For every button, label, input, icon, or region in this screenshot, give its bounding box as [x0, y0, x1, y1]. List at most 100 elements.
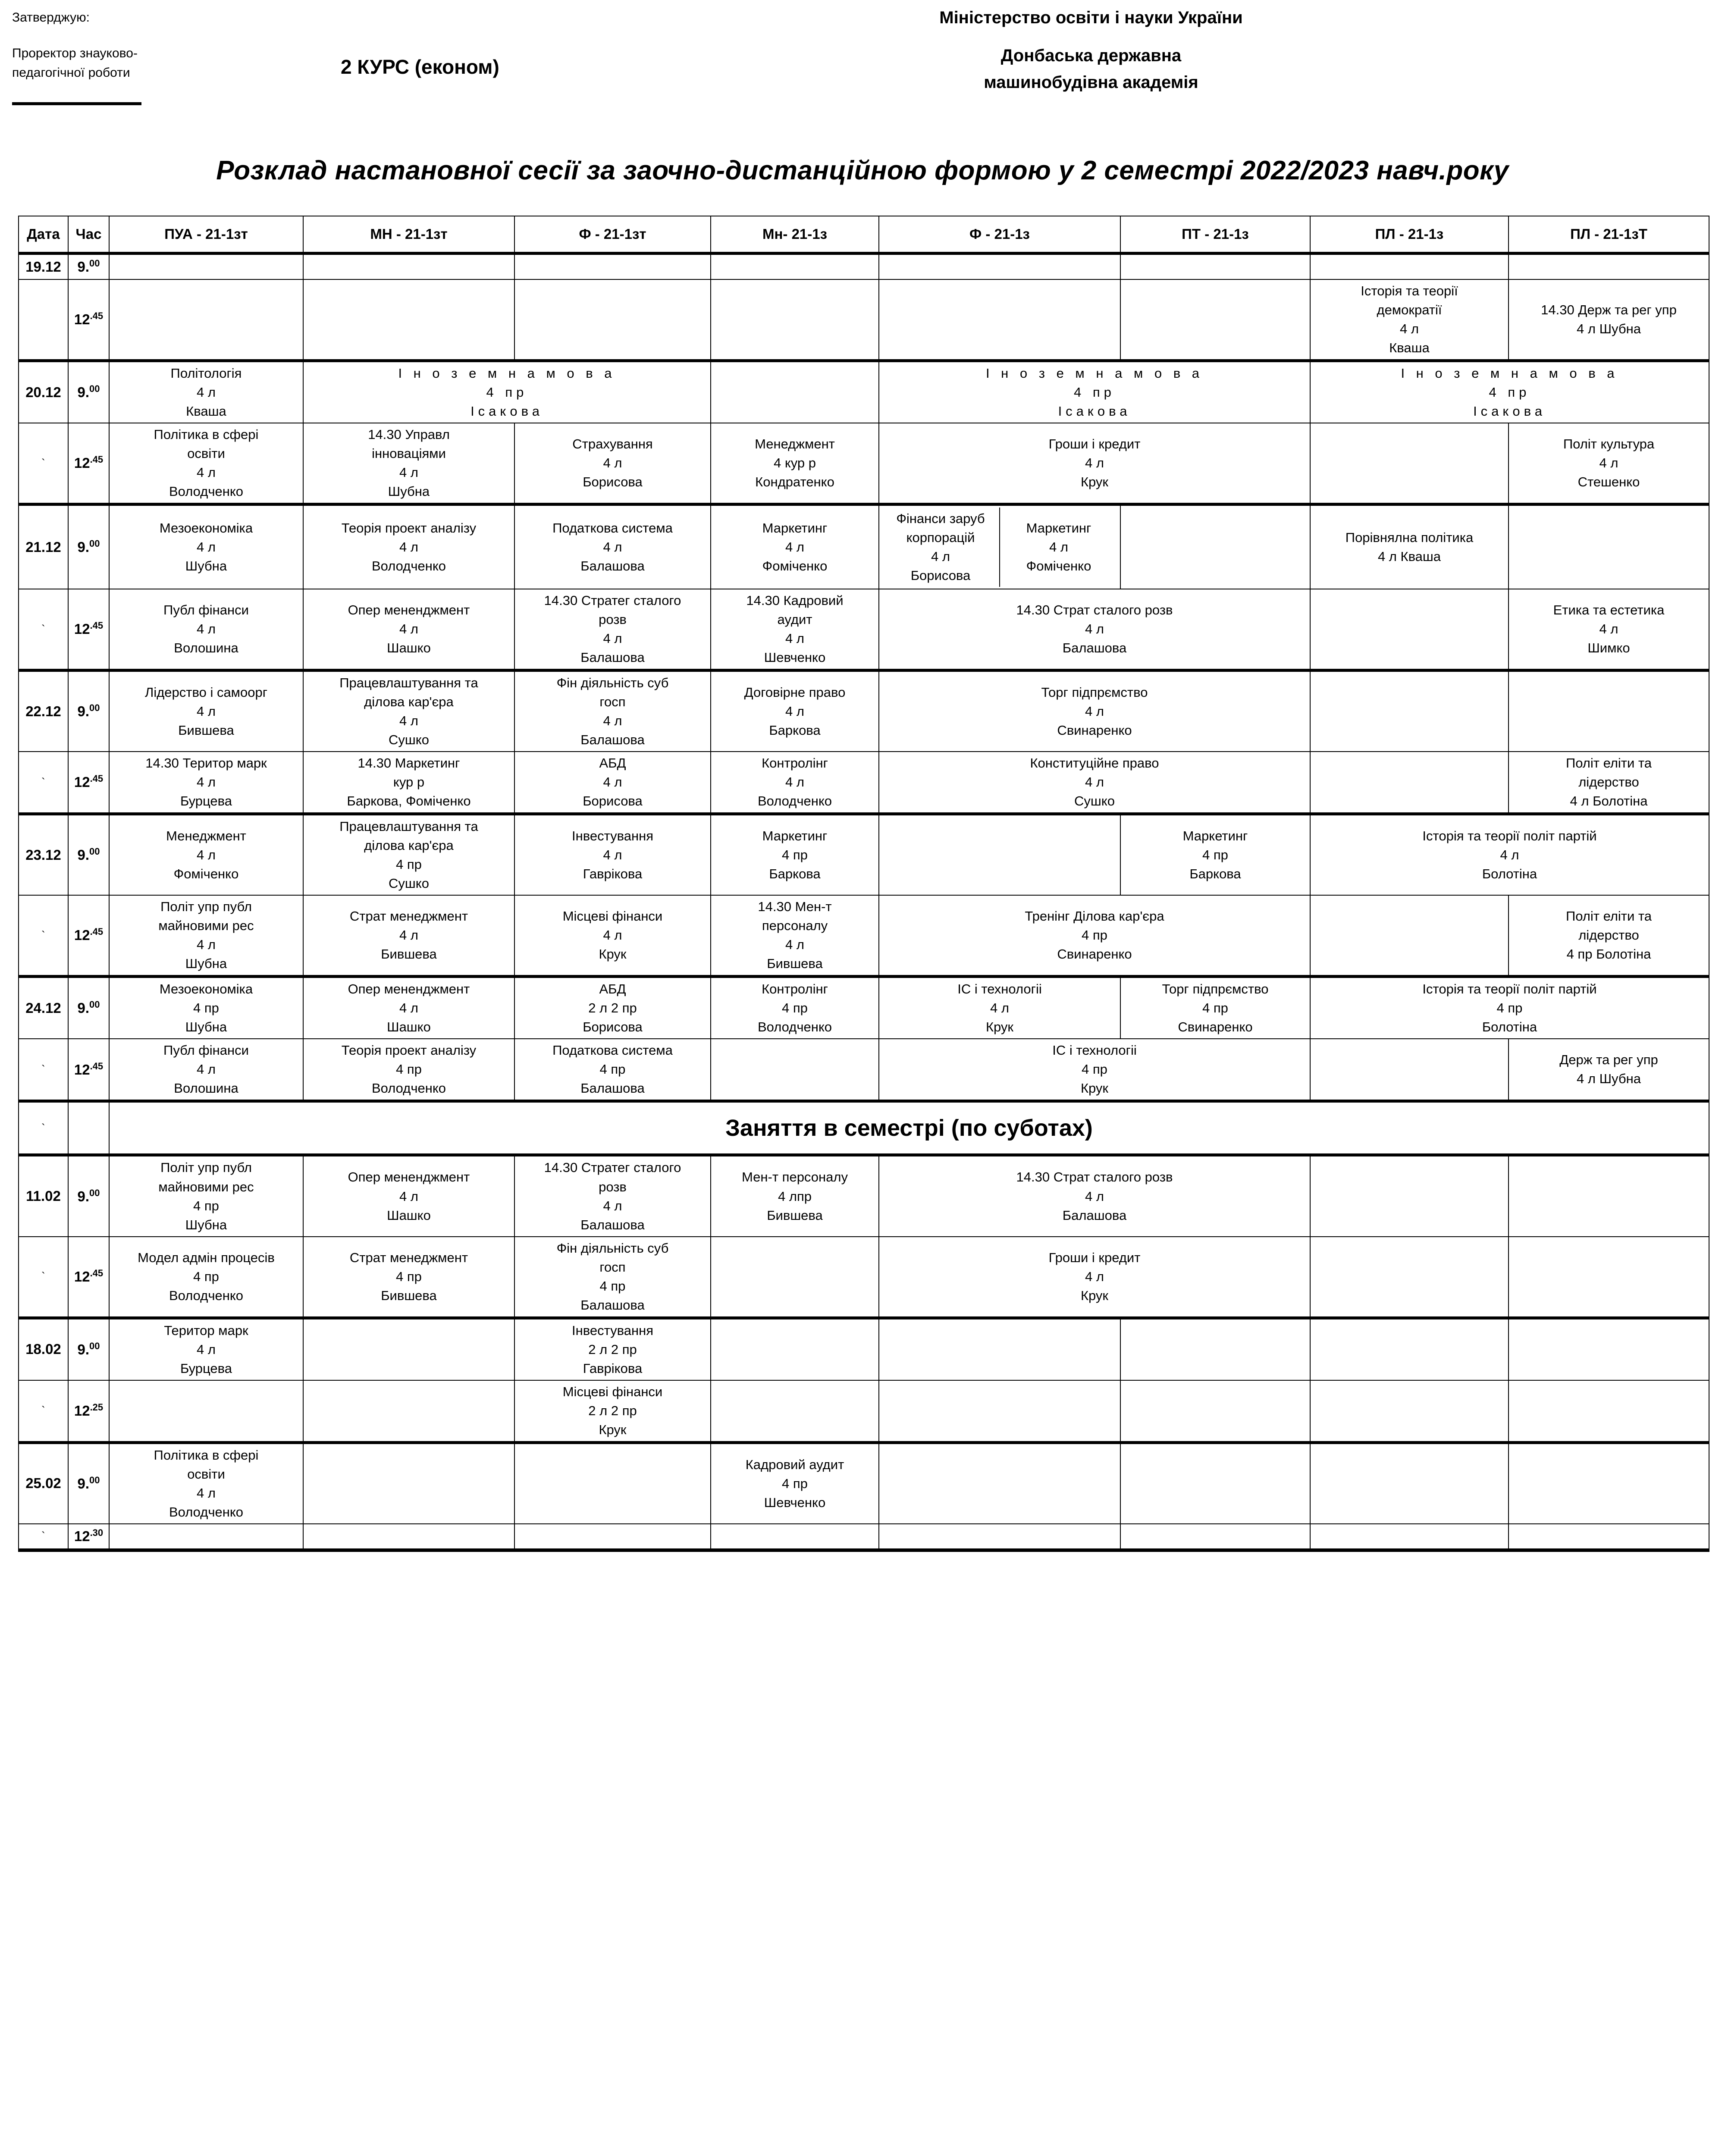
- subject-cell: Контролінг 4 пр Володченко: [710, 975, 879, 1040]
- ministry-name: Міністерство освіти і науки України: [939, 8, 1243, 27]
- date-cell: `: [18, 1379, 69, 1443]
- approval-label: Затверджую:: [12, 10, 90, 25]
- cell-line: Балашова: [580, 1297, 645, 1313]
- cell-line: 4 л Шубна: [1577, 1071, 1641, 1087]
- cell-line: Податкова система: [552, 1043, 673, 1058]
- cell-line: Кваша: [1389, 340, 1430, 355]
- cell-line: 4 л: [603, 774, 622, 790]
- cell-line: 4 пр Болотіна: [1566, 946, 1651, 962]
- table-row: ` 12.45 Публ фінанси 4 л Волошина Опер мененд…: [18, 589, 1709, 671]
- cell-line: 14.30 Територ марк: [145, 755, 267, 771]
- subject-cell: [1120, 1316, 1311, 1381]
- cell-line: Володченко: [372, 558, 446, 574]
- cell-line: Маркетинг: [762, 828, 828, 844]
- subject-cell: Страт менеджмент 4 л Бившева: [303, 895, 515, 977]
- cell-line: Політ упр публ: [160, 899, 252, 915]
- subject-cell: Гроши і кредит 4 л Крук: [878, 422, 1311, 505]
- date-cell: 18.02: [18, 1316, 69, 1381]
- subject-cell: [1310, 589, 1509, 671]
- column-header-4: Ф - 21-1зт: [514, 216, 711, 254]
- table-row: ` 12.45 Політ упр публ майновими рес 4 л Шубн…: [18, 895, 1709, 977]
- time-cell: 9.00: [68, 812, 110, 896]
- table-body: 19.12 9.00 12.45 Історія та теорії демократі…: [18, 251, 1709, 1552]
- cell-line: Бурцева: [180, 1360, 232, 1376]
- cell-line: Борисова: [583, 1019, 643, 1035]
- cell-line: Володченко: [169, 1504, 243, 1520]
- cell-line: Шубна: [388, 484, 430, 499]
- date-cell: 11.02: [18, 1153, 69, 1237]
- cell-line: Політологія: [170, 365, 242, 381]
- subject-cell: Фін діяльність суб госп 4 пр Балашова: [514, 1236, 711, 1319]
- cell-line: Балашова: [580, 558, 645, 574]
- cell-line: Страхування: [572, 436, 653, 451]
- cell-line: Політ еліти та: [1565, 755, 1652, 771]
- cell-line: 4 л: [1085, 704, 1104, 719]
- cell-line: Менеджмент: [755, 436, 835, 451]
- cell-line: ІС і технологіі: [1052, 1043, 1137, 1058]
- subject-cell: [109, 279, 304, 361]
- cell-line: І н о з е м н а м о в а: [398, 365, 616, 381]
- table-row: ` 12.45 Модел адмін процесів 4 пр Володченко…: [18, 1236, 1709, 1319]
- subject-cell: [1508, 1316, 1709, 1381]
- subject-cell: [878, 1523, 1121, 1552]
- cell-line: 4 л: [399, 621, 418, 637]
- subject-cell: Модел адмін процесів 4 пр Володченко: [109, 1236, 304, 1319]
- cell-line: 4 л: [785, 774, 804, 790]
- subject-cell: Опер мененджмент 4 л Шашко: [303, 975, 515, 1040]
- cell-line: освіти: [187, 445, 225, 461]
- subject-cell: Страт менеджмент 4 пр Бившева: [303, 1236, 515, 1319]
- time-cell: [68, 1100, 110, 1156]
- date-cell: 21.12: [18, 503, 69, 590]
- subject-cell: [1508, 503, 1709, 590]
- cell-line: 4 л: [399, 928, 418, 943]
- cell-line: 4 л Кваша: [1377, 549, 1441, 564]
- schedule-table-wrapper: Дата Час ПУА - 21-1зт МН - 21-1зт Ф - 21-1зт…: [18, 216, 1709, 1552]
- subject-cell: Податкова система 4 л Балашова: [514, 503, 711, 590]
- table-header-row: Дата Час ПУА - 21-1зт МН - 21-1зт Ф - 21-1зт…: [18, 216, 1709, 254]
- semester-banner-row: ` Заняття в семестрі (по суботах): [18, 1100, 1709, 1156]
- cell-line: 14.30 Маркетинг: [358, 755, 460, 771]
- cell-line: Страт менеджмент: [349, 1250, 468, 1265]
- time-cell: 12.45: [68, 1236, 110, 1319]
- cell-line: 4 пр: [486, 384, 528, 400]
- cell-line: персоналу: [762, 918, 828, 934]
- cell-line: Модел адмін процесів: [138, 1250, 275, 1265]
- subject-cell: Торг підпрємство 4 л Свинаренко: [878, 669, 1311, 752]
- cell-line: 4 л: [399, 465, 418, 480]
- date-cell: `: [18, 1236, 69, 1319]
- subject-cell: Теорія проект аналізу 4 л Володченко: [303, 503, 515, 590]
- cell-line: 4 пр: [782, 1000, 808, 1016]
- cell-line: Історія та теорії політ партій: [1422, 828, 1597, 844]
- cell-line: Шубна: [185, 1217, 227, 1232]
- cell-line: Баркова, Фоміченко: [347, 793, 471, 809]
- subject-cell: Політ культура 4 л Стешенко: [1508, 422, 1709, 505]
- table-row: 11.02 9.00 Політ упр публ майновими рес 4 пр…: [18, 1153, 1709, 1237]
- cell-line: Борисова: [910, 568, 971, 583]
- cell-line: Фоміченко: [173, 866, 239, 882]
- schedule-table: Дата Час ПУА - 21-1зт МН - 21-1зт Ф - 21-1зт…: [18, 216, 1709, 1552]
- subject-cell: АБД 2 л 2 пр Борисова: [514, 975, 711, 1040]
- cell-line: Бившева: [767, 1207, 823, 1223]
- subject-cell: І н о з е м н а м о в а 4 пр Ісакова: [303, 359, 711, 423]
- cell-line: Інвестування: [571, 828, 654, 844]
- subject-cell: Публ фінанси 4 л Волошина: [109, 589, 304, 671]
- cell-line: лідерство: [1578, 928, 1639, 943]
- cell-line: 14.30 Страт сталого розв: [1016, 1169, 1173, 1185]
- cell-line: ділова кар'єра: [364, 694, 454, 710]
- cell-line: 4 л: [197, 621, 216, 637]
- table-row: ` 12.45 Політика в сфері освіти 4 л Володченк…: [18, 422, 1709, 505]
- cell-line: корпорацій: [906, 530, 975, 545]
- subject-cell: [303, 1523, 515, 1552]
- subject-cell: Політ упр публ майновими рес 4 пр Шубна: [109, 1153, 304, 1237]
- time-cell: 12.45: [68, 1038, 110, 1102]
- date-cell: 20.12: [18, 359, 69, 423]
- cell-line: Менеджмент: [166, 828, 246, 844]
- subject-cell: Історія та теорії демократії 4 л Кваша: [1310, 279, 1509, 361]
- subject-cell: АБД 4 л Борисова: [514, 751, 711, 815]
- cell-line: 4 л: [1049, 539, 1068, 555]
- cell-line: 14.30 Держ та рег упр: [1541, 302, 1677, 317]
- cell-line: Контролінг: [762, 981, 828, 997]
- cell-line: 4 л: [1085, 774, 1104, 790]
- time-cell: 9.00: [68, 1316, 110, 1381]
